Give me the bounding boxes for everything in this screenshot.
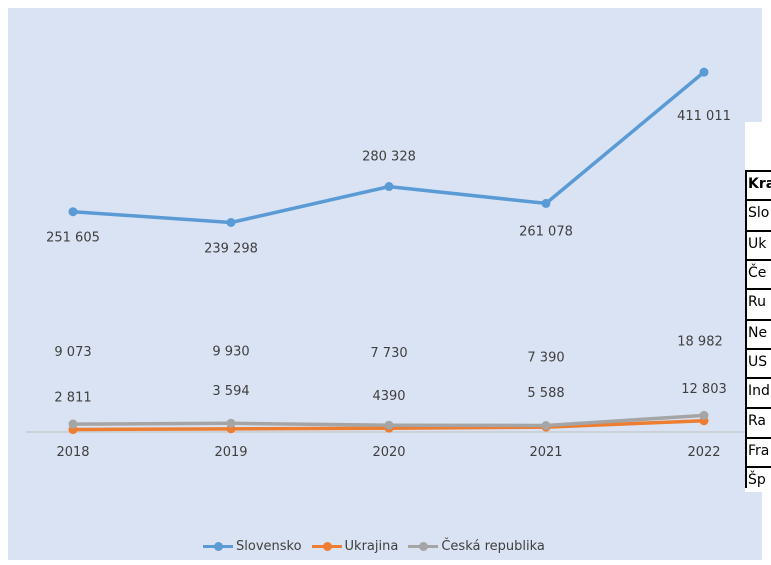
data-label: 411 011 bbox=[677, 109, 731, 124]
x-tick-label: 2021 bbox=[529, 445, 562, 460]
data-label: 2 811 bbox=[54, 391, 91, 406]
data-label: 9 930 bbox=[212, 344, 249, 359]
data-point bbox=[384, 420, 394, 430]
data-point bbox=[226, 418, 236, 428]
data-label: 280 328 bbox=[362, 150, 416, 165]
data-label: 7 730 bbox=[370, 346, 407, 361]
x-tick-label: 2018 bbox=[56, 445, 89, 460]
legend-swatch bbox=[408, 538, 439, 554]
legend-item-ceska-republika: Česká republika bbox=[408, 538, 545, 554]
data-label: 251 605 bbox=[46, 231, 100, 246]
table-header-cell: Kra bbox=[745, 170, 771, 196]
legend-label: Ukrajina bbox=[344, 538, 399, 554]
data-label: 261 078 bbox=[519, 224, 573, 239]
data-label: 4390 bbox=[372, 389, 405, 404]
x-tick-label: 2019 bbox=[214, 445, 247, 460]
table-row: Ru bbox=[745, 288, 771, 314]
table-row: Če bbox=[745, 259, 771, 285]
data-point bbox=[384, 182, 394, 192]
table-row: Fra bbox=[745, 437, 771, 463]
data-point bbox=[541, 198, 551, 208]
data-point bbox=[699, 67, 709, 77]
data-label: 239 298 bbox=[204, 241, 258, 256]
table-row: Uk bbox=[745, 230, 771, 256]
table-border-left bbox=[745, 170, 747, 488]
data-point bbox=[699, 410, 709, 420]
data-label: 3 594 bbox=[212, 384, 249, 399]
x-tick-label: 2022 bbox=[687, 445, 720, 460]
table-row: Slo bbox=[745, 199, 771, 225]
legend-item-slovensko: Slovensko bbox=[203, 538, 302, 554]
legend-swatch bbox=[203, 538, 233, 554]
chart-area: 2018 2019 2020 2021 2022 251 605 239 298 280 32… bbox=[8, 8, 762, 560]
data-label: 9 073 bbox=[54, 345, 91, 360]
data-point bbox=[541, 421, 551, 431]
legend-label: Slovensko bbox=[236, 538, 302, 554]
legend-label: Česká republika bbox=[441, 538, 545, 554]
data-label: 7 390 bbox=[527, 351, 564, 366]
series-line-slovensko bbox=[72, 70, 706, 225]
legend-swatch bbox=[311, 538, 342, 554]
legend: Slovensko Ukrajina Česká republika bbox=[203, 538, 555, 554]
x-tick-label: 2020 bbox=[372, 445, 405, 460]
data-point bbox=[68, 207, 78, 217]
line-chart: 2018 2019 2020 2021 2022 251 605 239 298 280 32… bbox=[26, 67, 753, 460]
data-label: 5 588 bbox=[527, 386, 564, 401]
table-row: Ne bbox=[745, 319, 771, 345]
data-label: 12 803 bbox=[681, 382, 727, 397]
data-label: 18 982 bbox=[677, 334, 723, 349]
data-point bbox=[226, 217, 236, 227]
table-row: Šp bbox=[745, 466, 771, 492]
data-point bbox=[68, 419, 78, 429]
table-row: Ind bbox=[745, 377, 771, 403]
side-table: Kra Slo Uk Če Ru Ne US Ind Ra Fra Šp bbox=[745, 122, 771, 492]
legend-item-ukrajina: Ukrajina bbox=[311, 538, 399, 554]
table-row: US bbox=[745, 348, 771, 374]
table-row: Ra bbox=[745, 407, 771, 433]
